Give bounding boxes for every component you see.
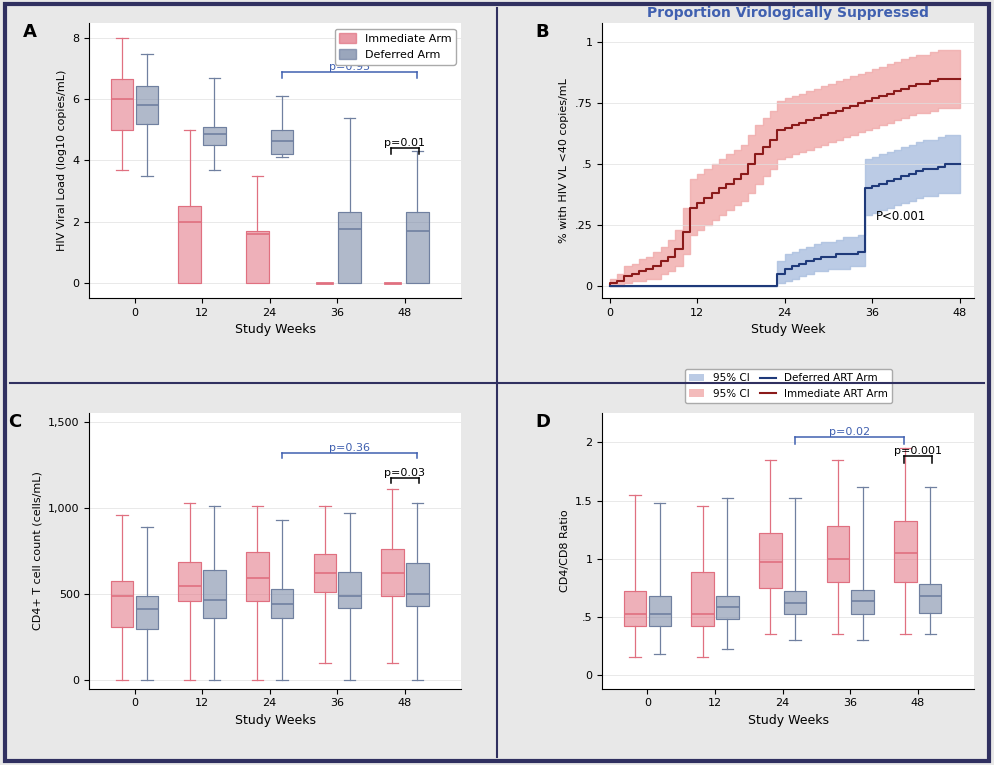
Bar <box>270 130 293 155</box>
Bar <box>624 591 646 626</box>
Text: B: B <box>536 23 549 41</box>
Bar <box>851 590 874 614</box>
Text: p=0.95: p=0.95 <box>329 62 370 72</box>
Legend: Immediate Arm, Deferred Arm: Immediate Arm, Deferred Arm <box>335 28 455 64</box>
Bar <box>338 571 361 607</box>
Bar <box>381 549 404 596</box>
Bar <box>649 596 671 626</box>
Bar <box>338 571 361 607</box>
Bar <box>270 130 293 155</box>
Bar <box>381 549 404 596</box>
Bar <box>270 589 293 618</box>
Bar <box>111 80 133 130</box>
Bar <box>759 533 781 588</box>
Bar <box>649 596 671 626</box>
Bar <box>179 562 201 601</box>
X-axis label: Study Week: Study Week <box>751 324 826 337</box>
Bar <box>783 591 806 614</box>
Title: Proportion Virologically Suppressed: Proportion Virologically Suppressed <box>647 6 929 21</box>
Bar <box>338 213 361 283</box>
Bar <box>827 526 849 581</box>
Bar <box>692 572 714 626</box>
Y-axis label: HIV Viral Load (log10 copies/mL): HIV Viral Load (log10 copies/mL) <box>57 70 67 251</box>
Bar <box>338 213 361 283</box>
Text: A: A <box>23 23 37 41</box>
Bar <box>203 570 226 618</box>
Bar <box>179 207 201 283</box>
Bar <box>111 581 133 627</box>
Bar <box>783 591 806 614</box>
Text: p=0.02: p=0.02 <box>829 427 870 437</box>
Bar <box>135 86 158 124</box>
Bar <box>247 552 268 601</box>
Bar <box>247 231 268 283</box>
Bar <box>135 86 158 124</box>
Bar <box>918 584 941 613</box>
Bar <box>247 231 268 283</box>
Bar <box>827 526 849 581</box>
Bar <box>247 552 268 601</box>
Bar <box>314 555 336 592</box>
Bar <box>624 591 646 626</box>
Bar <box>179 562 201 601</box>
Text: p=0.03: p=0.03 <box>385 468 425 478</box>
Text: P<0.001: P<0.001 <box>876 210 926 223</box>
Bar <box>406 213 428 283</box>
Bar <box>203 127 226 145</box>
Text: C: C <box>8 413 21 431</box>
Text: p=0.001: p=0.001 <box>894 447 941 457</box>
Y-axis label: CD4+ T cell count (cells/mL): CD4+ T cell count (cells/mL) <box>33 471 43 630</box>
Bar <box>717 596 739 619</box>
Bar <box>111 80 133 130</box>
Bar <box>314 555 336 592</box>
Bar <box>895 522 916 581</box>
Legend: 95% CI, 95% CI, Deferred ART Arm, Immediate ART Arm: 95% CI, 95% CI, Deferred ART Arm, Immedi… <box>685 369 892 402</box>
Text: D: D <box>536 413 551 431</box>
Bar <box>918 584 941 613</box>
Bar <box>406 563 428 606</box>
Bar <box>270 589 293 618</box>
Bar <box>203 127 226 145</box>
Bar <box>203 570 226 618</box>
Bar <box>851 590 874 614</box>
Bar <box>135 596 158 629</box>
X-axis label: Study Weeks: Study Weeks <box>235 714 316 727</box>
Text: p=0.01: p=0.01 <box>385 138 425 148</box>
Text: p=0.36: p=0.36 <box>329 443 370 453</box>
Y-axis label: CD4/CD8 Ratio: CD4/CD8 Ratio <box>560 509 570 592</box>
Bar <box>179 207 201 283</box>
X-axis label: Study Weeks: Study Weeks <box>747 714 829 727</box>
Bar <box>692 572 714 626</box>
Bar <box>759 533 781 588</box>
Bar <box>895 522 916 581</box>
Bar <box>406 213 428 283</box>
Bar <box>135 596 158 629</box>
Bar <box>717 596 739 619</box>
X-axis label: Study Weeks: Study Weeks <box>235 324 316 337</box>
Bar <box>406 563 428 606</box>
Y-axis label: % with HIV VL <40 copies/mL: % with HIV VL <40 copies/mL <box>560 78 570 243</box>
Bar <box>111 581 133 627</box>
